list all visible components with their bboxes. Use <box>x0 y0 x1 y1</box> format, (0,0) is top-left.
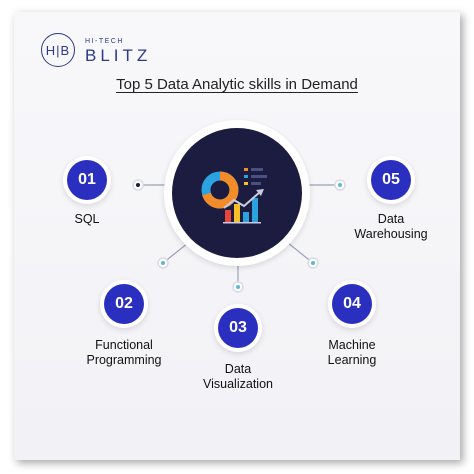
skill-label-03: Data Visualization <box>203 362 273 391</box>
skill-badge-02: 02 <box>104 284 144 324</box>
skill-label-05: Data Warehousing <box>354 212 428 241</box>
skill-badge-03: 03 <box>218 308 258 348</box>
skill-badge-05: 05 <box>371 160 411 200</box>
skill-label-04: Machine Learning <box>327 338 377 367</box>
skill-badge-01: 01 <box>67 160 107 200</box>
brand-monogram: H|B <box>41 33 75 67</box>
brand-name: BLITZ <box>85 46 152 65</box>
skill-label-01: SQL <box>74 212 100 226</box>
analytics-dashboard-icon <box>201 168 267 224</box>
skill-label-02: Functional Programming <box>86 338 162 367</box>
central-hub-inner <box>172 128 302 258</box>
brand-tagline: HI-TECH <box>85 38 124 45</box>
page-title: Top 5 Data Analytic skills in Demand <box>116 76 358 93</box>
central-hub <box>164 120 310 266</box>
skill-badge-04: 04 <box>332 284 372 324</box>
